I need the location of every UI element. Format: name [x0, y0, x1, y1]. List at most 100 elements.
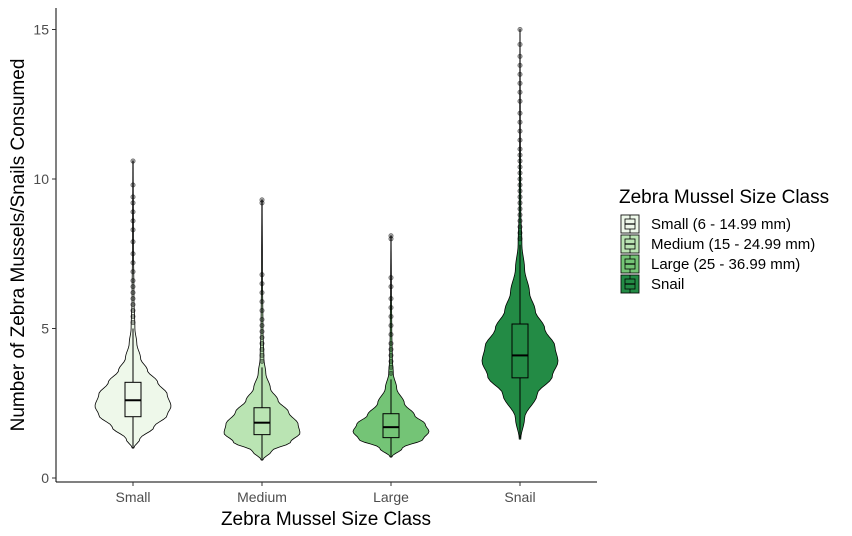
outlier-point: [517, 194, 523, 200]
outlier-point: [517, 53, 523, 59]
outlier-point: [517, 41, 523, 47]
outlier-point: [517, 146, 523, 152]
legend-entry: Small (6 - 14.99 mm): [620, 214, 791, 234]
outlier-point: [130, 182, 136, 188]
outlier-point: [517, 119, 523, 125]
outlier-point: [130, 308, 136, 314]
legend-entry: Snail: [620, 274, 684, 294]
outlier-point: [517, 110, 523, 116]
outlier-point: [130, 320, 136, 326]
outlier-point: [130, 251, 136, 257]
outlier-point: [388, 314, 394, 320]
outlier-point: [259, 346, 265, 352]
outlier-point: [130, 200, 136, 206]
y-axis-title: Number of Zebra Mussels/Snails Consumed: [8, 59, 29, 432]
outlier-point: [130, 302, 136, 308]
outlier-point: [130, 209, 136, 215]
outlier-point: [517, 89, 523, 95]
x-tick-label: Medium: [237, 489, 287, 505]
outlier-point: [517, 98, 523, 104]
box-snail: [511, 323, 529, 379]
outlier-point: [388, 340, 394, 346]
outlier-point: [517, 164, 523, 170]
outlier-point: [517, 206, 523, 212]
y-tick-label: 5: [41, 321, 49, 337]
outlier-point: [517, 236, 523, 242]
violin-group-large: [352, 233, 430, 458]
y-tick-label: 15: [33, 22, 49, 38]
outlier-point: [517, 152, 523, 158]
outlier-point: [130, 290, 136, 296]
violin-snail: [481, 29, 559, 440]
outlier-point: [388, 352, 394, 358]
y-tick-label: 10: [33, 171, 49, 187]
violin-group-small: [94, 158, 172, 449]
outlier-point: [388, 305, 394, 311]
outlier-point: [259, 334, 265, 340]
outlier-point: [259, 272, 265, 278]
outlier-point: [517, 128, 523, 134]
outlier-point: [517, 71, 523, 77]
outlier-point: [130, 278, 136, 284]
legend-entry: Medium (15 - 24.99 mm): [620, 234, 815, 254]
outlier-point: [517, 200, 523, 206]
outlier-point: [517, 80, 523, 86]
legend-label: Snail: [651, 276, 684, 293]
outlier-point: [517, 188, 523, 194]
outlier-point: [130, 239, 136, 245]
outlier-point: [388, 364, 394, 370]
outlier-point: [517, 218, 523, 224]
outlier-point: [388, 323, 394, 329]
plot-area: [94, 26, 559, 461]
box-large: [382, 413, 400, 439]
outlier-point: [517, 230, 523, 236]
outlier-point: [259, 358, 265, 364]
violin-small: [94, 160, 172, 449]
outlier-point: [388, 346, 394, 352]
outlier-point: [517, 224, 523, 230]
outlier-point: [130, 158, 136, 164]
violin-large: [352, 235, 430, 458]
legend: Zebra Mussel Size Class Small (6 - 14.99…: [619, 187, 829, 294]
outlier-point: [130, 227, 136, 233]
outlier-point: [259, 328, 265, 334]
outlier-point: [130, 194, 136, 200]
legend-entry: Large (25 - 36.99 mm): [620, 254, 800, 274]
outlier-point: [517, 26, 523, 32]
x-tick-label: Small: [115, 489, 150, 505]
outlier-point: [388, 296, 394, 302]
outlier-point: [259, 197, 265, 203]
outlier-point: [388, 331, 394, 337]
outlier-point: [259, 299, 265, 305]
outlier-point: [517, 137, 523, 143]
violin-group-medium: [223, 197, 301, 461]
x-tick-label: Snail: [504, 489, 535, 505]
outlier-point: [130, 260, 136, 266]
outlier-point: [130, 218, 136, 224]
legend-label: Small (6 - 14.99 mm): [651, 216, 791, 233]
violin-group-snail: [481, 26, 559, 440]
legend-label: Medium (15 - 24.99 mm): [651, 236, 815, 253]
outlier-point: [259, 340, 265, 346]
outlier-point: [388, 275, 394, 281]
outlier-point: [259, 308, 265, 314]
axes: 0 5 10 15 Small Medium Large Snail: [33, 8, 597, 505]
outlier-point: [259, 317, 265, 323]
box-medium: [253, 407, 271, 436]
outlier-point: [259, 290, 265, 296]
outlier-point: [130, 269, 136, 275]
outlier-point: [259, 323, 265, 329]
outlier-point: [517, 158, 523, 164]
outlier-point: [388, 358, 394, 364]
x-axis-title: Zebra Mussel Size Class: [221, 509, 431, 530]
legend-label: Large (25 - 36.99 mm): [651, 256, 800, 273]
legend-title: Zebra Mussel Size Class: [619, 187, 829, 208]
outlier-point: [517, 212, 523, 218]
outlier-point: [130, 314, 136, 320]
outlier-point: [130, 296, 136, 302]
outlier-point: [388, 284, 394, 290]
outlier-point: [259, 281, 265, 287]
outlier-point: [388, 370, 394, 376]
outlier-point: [388, 233, 394, 239]
